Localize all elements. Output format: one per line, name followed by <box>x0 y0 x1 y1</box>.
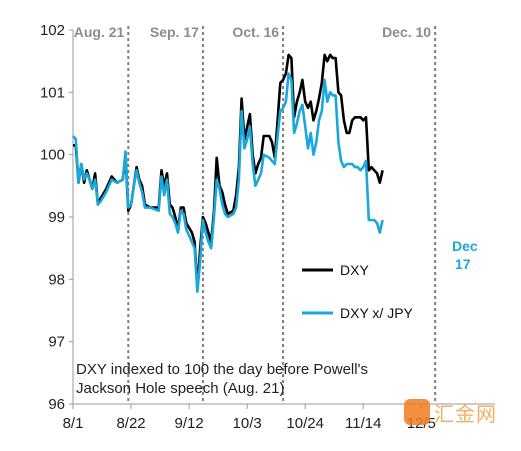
legend: DXY DXY x/ JPY <box>302 262 414 321</box>
x-tick-label: 10/24 <box>286 415 324 432</box>
legend-label: DXY x/ JPY <box>340 305 414 321</box>
x-tick-label: 8/1 <box>63 415 84 432</box>
text-labels: Aug. 21 Sep. 17 Oct. 16 Dec. 10 Dec 17 DXY ind… <box>74 24 478 397</box>
watermark-icon <box>404 399 430 425</box>
event-label: Sep. 17 <box>150 24 199 40</box>
axes: 96 97 98 99 100 101 102 8/1 8/22 9/12 10/3 10/24 11/… <box>40 22 495 432</box>
event-label: Oct. 16 <box>232 24 279 40</box>
watermark-logo: 汇金网 <box>404 398 516 426</box>
end-date-label: Dec 17 <box>452 238 478 272</box>
event-label: Dec. 10 <box>382 24 431 40</box>
x-tick-label: 10/3 <box>233 415 262 432</box>
x-tick-label: 11/14 <box>345 415 381 432</box>
legend-label: DXY <box>340 262 369 278</box>
y-tick-label: 99 <box>48 209 65 226</box>
y-tick-label: 102 <box>40 22 65 39</box>
y-tick-label: 96 <box>48 396 65 413</box>
series-lines <box>72 53 384 294</box>
watermark-text: 汇金网 <box>434 401 497 426</box>
y-tick-label: 97 <box>48 334 65 351</box>
y-tick-label: 100 <box>40 147 65 164</box>
series-line-1 <box>72 72 384 294</box>
event-label: Aug. 21 <box>74 24 125 40</box>
y-tick-label: 101 <box>40 84 65 101</box>
series-line-0 <box>73 53 384 290</box>
event-lines <box>127 26 437 404</box>
x-tick-label: 9/12 <box>174 415 203 432</box>
x-tick-label: 8/22 <box>116 415 145 432</box>
chart-annotation: DXY indexed to 100 the day before Powell… <box>76 361 368 397</box>
y-tick-label: 98 <box>48 271 65 288</box>
